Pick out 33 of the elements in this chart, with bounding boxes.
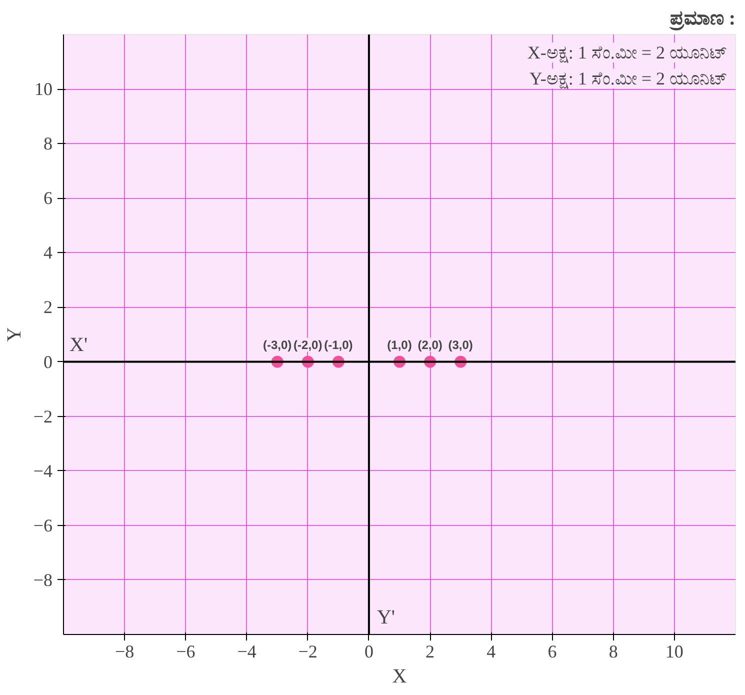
annotation: Y'	[376, 606, 395, 628]
x-tick-label: −8	[115, 642, 134, 662]
x-tick-label: −2	[298, 642, 318, 662]
y-tick-label: 4	[44, 242, 52, 263]
x-tick-label: 10	[665, 642, 684, 662]
chart-title: ಪ್ರಮಾಣ :	[668, 8, 736, 32]
x-tick-label: 2	[426, 642, 435, 662]
annotation: (-2,0)	[294, 338, 322, 352]
annotation: (-3,0)	[262, 338, 292, 352]
x-axis-title: X	[392, 666, 408, 688]
y-tick-label: 10	[34, 79, 52, 100]
annotation: Y-ಅಕ್ಷ: 1 ಸೆಂ.ಮೀ = 2 ಯೂನಿಟ್	[529, 68, 728, 90]
x-tick-label: 8	[608, 642, 618, 662]
y-tick-label: 2	[44, 297, 52, 318]
y-tick-label: −6	[33, 515, 53, 536]
x-tick-label: 4	[486, 642, 496, 662]
x-tick-label: 0	[364, 642, 374, 662]
y-tick-label: 0	[44, 352, 52, 372]
annotation: X-ಅಕ್ಷ: 1 ಸೆಂ.ಮೀ = 2 ಯೂನಿಟ್	[527, 42, 728, 64]
y-axis-title: Y	[3, 327, 26, 342]
annotation: (2,0)	[418, 338, 442, 352]
annotation: (1,0)	[387, 338, 412, 352]
x-tick-label: −6	[176, 642, 196, 662]
annotation: X'	[70, 334, 88, 356]
x-tick-label: −4	[237, 642, 256, 662]
x-tick-label: 6	[548, 642, 557, 662]
annotation: (3,0)	[448, 338, 473, 352]
y-tick-label: −2	[33, 406, 53, 426]
y-tick-label: −8	[33, 570, 53, 590]
annotation: (-1,0)	[324, 338, 353, 352]
y-tick-label: 6	[44, 188, 52, 208]
y-tick-label: 8	[44, 134, 52, 154]
y-tick-label: −4	[33, 460, 53, 481]
